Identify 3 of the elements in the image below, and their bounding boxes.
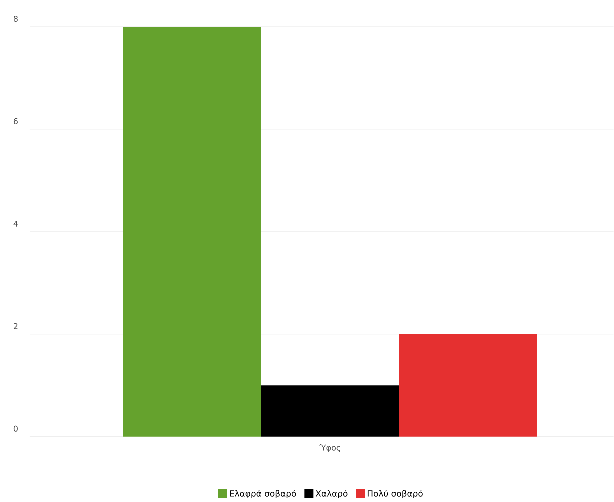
- legend-label: Πολύ σοβαρό: [368, 490, 423, 498]
- legend-label: Ελαφρά σοβαρό: [230, 490, 296, 498]
- legend-label: Χαλαρό: [316, 490, 348, 498]
